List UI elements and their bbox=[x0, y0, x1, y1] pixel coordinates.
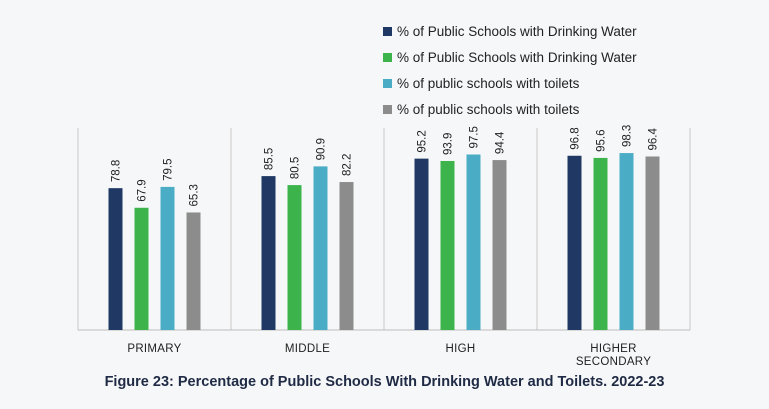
legend-item: % of Public Schools with Drinking Water bbox=[383, 44, 637, 70]
legend-swatch bbox=[383, 78, 392, 88]
legend-label: % of Public Schools with Drinking Water bbox=[397, 49, 637, 65]
data-label: 97.5 bbox=[469, 126, 481, 148]
chart-legend: % of Public Schools with Drinking Water … bbox=[383, 18, 637, 122]
legend-label: % of public schools with toilets bbox=[397, 101, 580, 117]
data-label: 94.4 bbox=[495, 131, 507, 154]
data-label: 85.5 bbox=[264, 148, 276, 170]
data-label: 65.3 bbox=[189, 184, 201, 206]
bar bbox=[339, 182, 354, 330]
bar bbox=[160, 186, 175, 330]
category-label: MIDDLE bbox=[285, 343, 330, 355]
bar bbox=[108, 188, 123, 330]
category-label: HIGH bbox=[446, 343, 476, 355]
data-label: 98.3 bbox=[622, 125, 634, 147]
figure-caption: Figure 23: Percentage of Public Schools … bbox=[104, 374, 665, 390]
bar bbox=[567, 155, 582, 330]
data-label: 95.6 bbox=[596, 130, 608, 152]
data-label: 80.5 bbox=[290, 157, 302, 179]
data-label: 96.4 bbox=[648, 127, 660, 150]
data-label: 79.5 bbox=[163, 159, 175, 181]
legend-item: % of Public Schools with Drinking Water bbox=[383, 18, 637, 44]
data-label: 90.9 bbox=[316, 138, 328, 160]
bar bbox=[593, 157, 608, 330]
bar bbox=[492, 160, 507, 330]
category-label: SECONDARY bbox=[576, 356, 651, 368]
bar bbox=[645, 156, 660, 330]
legend-swatch bbox=[383, 104, 392, 114]
data-label: 78.8 bbox=[111, 160, 123, 182]
data-label: 67.9 bbox=[137, 179, 149, 201]
bar bbox=[287, 185, 302, 330]
bar bbox=[466, 154, 481, 330]
data-label: 82.2 bbox=[342, 154, 354, 176]
bar bbox=[619, 153, 634, 330]
data-label: 95.2 bbox=[417, 130, 429, 152]
legend-label: % of public schools with toilets bbox=[397, 75, 580, 91]
category-label: PRIMARY bbox=[127, 343, 181, 355]
legend-swatch bbox=[383, 52, 392, 62]
legend-swatch bbox=[383, 26, 392, 36]
data-label: 93.9 bbox=[443, 133, 455, 155]
bar bbox=[440, 160, 455, 330]
category-label: HIGHER bbox=[590, 343, 637, 355]
bar bbox=[261, 176, 276, 330]
bar bbox=[186, 212, 201, 330]
legend-item: % of public schools with toilets bbox=[383, 96, 637, 122]
bar bbox=[313, 166, 328, 330]
legend-item: % of public schools with toilets bbox=[383, 70, 637, 96]
bar-chart: 78.8 67.9 79.5 65.3 PRIMARY 85.5 80.5 90.9 82.2 M… bbox=[77, 125, 691, 368]
legend-label: % of Public Schools with Drinking Water bbox=[397, 23, 637, 39]
bar bbox=[134, 207, 149, 330]
data-label: 96.8 bbox=[570, 127, 582, 149]
bar bbox=[414, 158, 429, 330]
